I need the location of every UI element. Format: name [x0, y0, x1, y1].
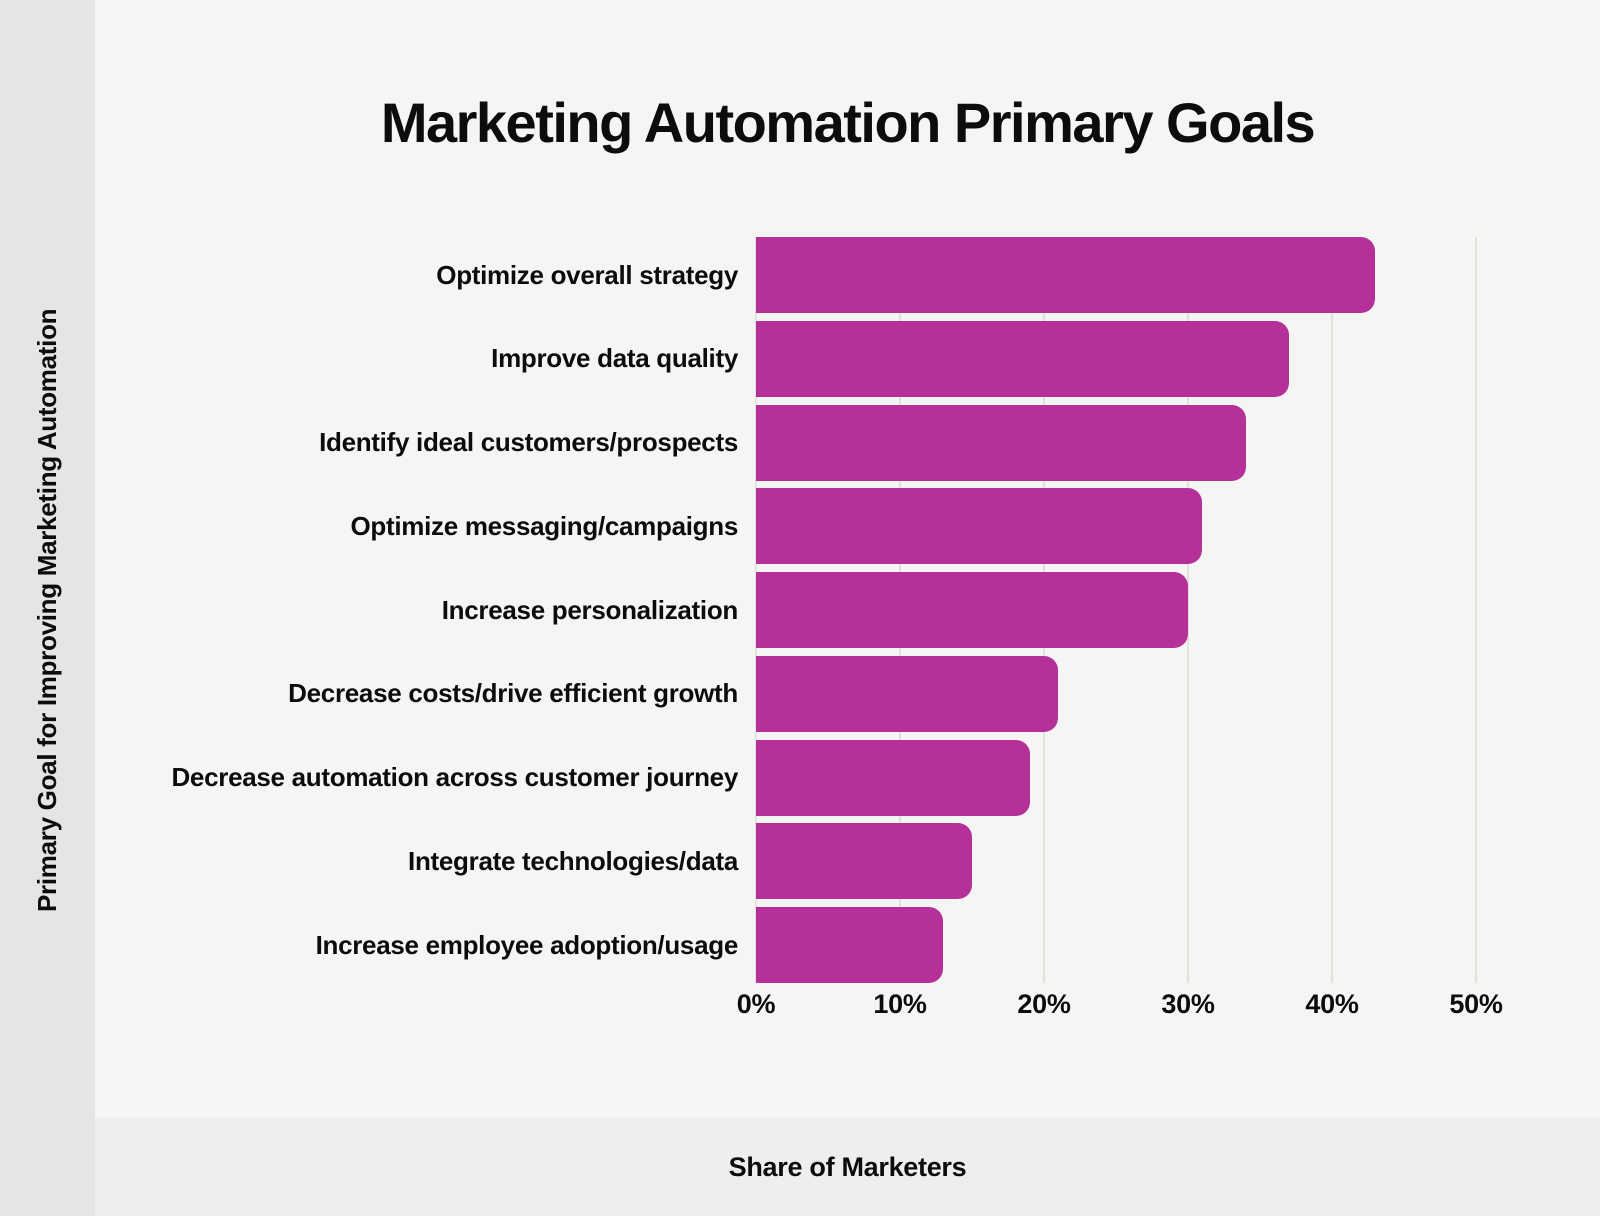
bar	[756, 237, 1376, 313]
bar	[756, 823, 972, 900]
gridline	[1331, 237, 1333, 983]
gridline	[1187, 237, 1189, 983]
x-axis-tick-label: 50%	[1449, 989, 1503, 1019]
chart-panel: Marketing Automation Primary Goals Optim…	[95, 0, 1600, 1118]
x-axis-tick-label: 20%	[1017, 989, 1071, 1019]
bar-category-label: Increase employee adoption/usage	[315, 929, 739, 960]
bar-track	[756, 488, 1476, 565]
bar	[756, 907, 944, 983]
left-sidebar-strip: Primary Goal for Improving Marketing Aut…	[0, 0, 95, 1216]
bar	[756, 572, 1188, 648]
bar-rows: Optimize overall strategy Improve data qu…	[95, 237, 1476, 983]
bar-track	[756, 404, 1476, 481]
x-axis-tick-label: 0%	[736, 989, 776, 1019]
bar	[756, 404, 1246, 481]
bar-chart: Optimize overall strategy Improve data qu…	[95, 237, 1503, 1019]
x-axis-tick-label: 40%	[1305, 989, 1359, 1019]
bar-category-label: Decrease automation across customer jour…	[171, 762, 738, 792]
y-axis-title: Primary Goal for Improving Marketing Aut…	[32, 308, 62, 912]
x-axis-title: Share of Marketers	[728, 1151, 967, 1182]
bar	[756, 320, 1289, 397]
bar-track	[756, 655, 1476, 732]
bar-category-label: Improve data quality	[491, 343, 738, 374]
bar-track	[756, 823, 1476, 900]
x-axis-ticks: 0% 10% 20% 30% 40% 50%	[737, 989, 1503, 1029]
bar-row: Identify ideal customers/prospects	[95, 404, 1476, 481]
bar-category-label: Optimize messaging/campaigns	[350, 510, 739, 541]
bar-track	[756, 237, 1476, 313]
bar-track	[756, 907, 1476, 983]
chart-title: Marketing Automation Primary Goals	[380, 91, 1316, 154]
bar-track	[756, 572, 1476, 648]
bar-category-label: Identify ideal customers/prospects	[319, 427, 738, 457]
bar-row: Increase personalization	[95, 572, 1476, 648]
bar-row: Integrate technologies/data	[95, 823, 1476, 900]
bar-row: Decrease automation across customer jour…	[95, 739, 1476, 816]
bar-track	[756, 320, 1476, 397]
bar-row: Decrease costs/drive efficient growth	[95, 655, 1476, 732]
bar-row: Improve data quality	[95, 320, 1476, 397]
bar	[756, 655, 1059, 732]
bar-row: Increase employee adoption/usage	[95, 907, 1476, 983]
bar-row: Optimize messaging/campaigns	[95, 488, 1476, 565]
bottom-strip: Share of Marketers	[95, 1118, 1600, 1216]
bar-category-label: Integrate technologies/data	[408, 845, 738, 876]
bar-category-label: Optimize overall strategy	[436, 259, 738, 290]
bar-category-label: Decrease costs/drive efficient growth	[288, 678, 738, 709]
x-axis-tick-label: 30%	[1161, 989, 1215, 1019]
bar-track	[756, 739, 1476, 816]
bar	[756, 488, 1203, 565]
bar	[756, 739, 1030, 816]
gridline	[1475, 237, 1477, 983]
bar-row: Optimize overall strategy	[95, 237, 1476, 313]
bar-category-label: Increase personalization	[441, 594, 739, 625]
x-axis-tick-label: 10%	[873, 989, 927, 1019]
